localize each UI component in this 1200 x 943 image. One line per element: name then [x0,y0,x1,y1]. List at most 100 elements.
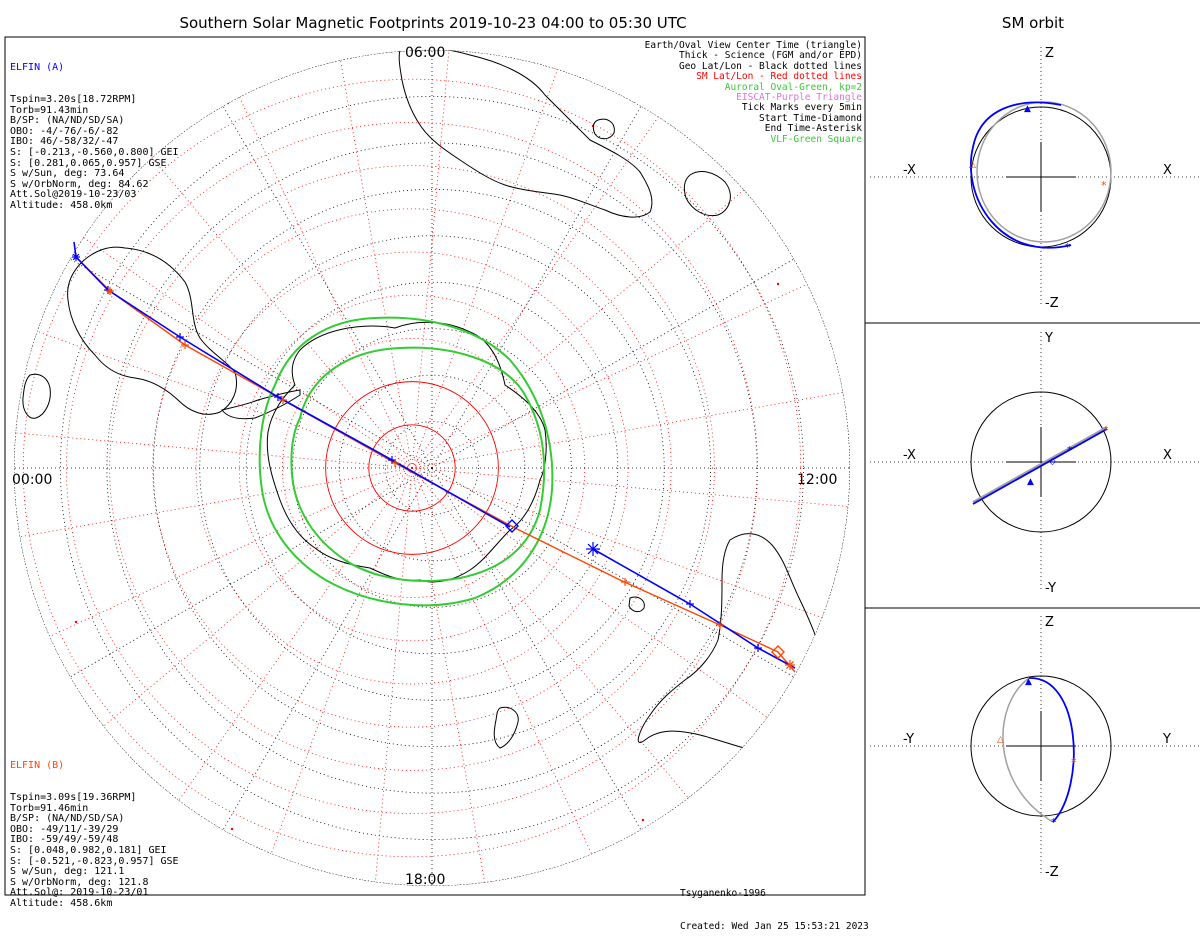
orbit-elfin-a [970,101,1072,249]
auroral-oval-equatorward [258,316,554,607]
sm-lat-ring [368,424,456,512]
legend-line: SM Lat/Lon - Red dotted lines [696,71,862,83]
orbit-label-left: -X [903,448,916,463]
sm-lon-line [411,282,812,469]
madagascar [22,373,51,419]
sm-tick [226,101,230,105]
elfin-b-line: IBO: -59/49/-59/48 [10,834,119,846]
orbit-elfin-a [1028,677,1075,823]
orbit-panel-yz: Z -Z -Y Y * * △ ▲ [870,615,1200,880]
auroral-oval-poleward [290,346,546,582]
elfin-b-line: Att.Sol@: 2019-10-23/01 [10,887,149,899]
sm-lat-ring [66,122,758,814]
orbit-elfin-a [972,428,1108,505]
elfin-a-start-diamond [505,519,519,533]
elfin-a-line: OBO: -4/-76/-6/-82 [10,125,119,137]
sm-lon-line [411,391,846,469]
elfin-b-line: S w/Sun, deg: 121.1 [10,866,125,878]
elfin-a-line: Tspin=3.20s[18.72RPM] [10,93,137,105]
orbit-label-top: Z [1045,615,1054,630]
orbit-label-top: Z [1045,46,1054,61]
orbit-marker: ▲ [1027,477,1034,487]
sm-tick [846,528,850,532]
elfin-b-name: ELFIN (B) [10,760,65,772]
orbit-label-bottom: -Z [1045,296,1059,311]
elfin-a-line: IBO: 46/-58/32/-47 [10,136,119,148]
footer-model: Tsyganenko-1996 [680,888,766,899]
geo-lon-line [431,467,642,831]
geo-lon-line [431,105,642,469]
elfin-a-line: Att.Sol@2019-10-23/03 [10,189,137,201]
falklands [628,596,645,613]
elfin-b-line: B/SP: (NA/ND/SD/SA) [10,813,125,825]
mlt-label-bottom: 18:00 [405,872,445,888]
elfin-b-line: Altitude: 458.6km [10,897,113,909]
elfin-a-info: ELFIN (A) Tspin=3.20s[18.72RPM] Torb=91.4… [10,42,179,222]
elfin-a-line: Torb=91.43min [10,104,89,116]
coastlines [22,50,830,754]
sm-lon-line [226,68,413,469]
orbit-marker: * [1051,816,1057,829]
orbit-panels: Z -Z -X X * * △ ▲ Y -Y -X X * * ◇ ▲ Z -Z -Y Y * * △ ▲ [870,46,1200,880]
south-georgia [493,706,519,749]
orbit-marker: * [1103,424,1109,437]
sm-lon-line [411,467,826,620]
elfin-b-line: Tspin=3.09s[19.36RPM] [10,791,137,803]
orbit-label-bottom: -Z [1045,865,1059,880]
africa-coast [67,246,237,415]
legend-line: Start Time-Diamond [759,112,862,124]
sm-lon-line [411,54,564,469]
sm-lat-ring [152,208,672,728]
sm-lon-line [158,467,413,829]
elfin-a-name: ELFIN (A) [10,62,65,74]
antarctica-coast [266,321,547,583]
geo-lat-ring [60,96,804,840]
elfin-b-info: ELFIN (B) Tspin=3.09s[19.36RPM] Torb=91.4… [10,740,179,920]
orbit-marker: ▲ [1025,677,1032,687]
sm-lon-line [411,467,850,508]
panel-frames [4,36,1200,896]
elfin-b-end-asterisk [107,288,113,294]
elfin-a-track-2 [592,548,796,669]
sm-lat-ring [325,381,499,555]
elfin-b-line: S w/OrbNorm, deg: 121.8 [10,876,149,888]
orbit-marker: * [1071,756,1077,769]
orbit-marker: ◇ [1049,457,1056,467]
legend-line: End Time-Asterisk [764,123,862,135]
orbit-earth-circle [970,675,1112,817]
sm-lon-line [14,467,413,654]
sm-lat-ring [195,251,629,685]
legend-line: EISCAT-Purple Triangle [736,92,862,104]
elfin-a-line: S: [-0.213,-0.560,0.800] GEI [10,146,179,158]
elfin-b-line: OBO: -49/11/-39/29 [10,823,119,835]
elfin-b-line: S: [0.048,0.982,0.181] GEI [10,844,167,856]
orbit-label-bottom: -Y [1045,581,1056,596]
orbit-marker: ▲ [1024,104,1031,114]
sm-lon-line [14,316,413,469]
figure: 06:00 00:00 12:00 18:00 Z -Z -X X * * △ ▲ Y -Y -X X… [4,36,1200,896]
mlt-label-right: 12:00 [797,472,837,488]
elfin-b-line: Torb=91.46min [10,802,89,814]
orbit-elfin-b [1002,677,1054,823]
elfin-b-track [75,256,796,673]
orbit-earth-circle [970,391,1112,533]
sm-lon-line [411,467,489,886]
sm-lon-line [411,50,452,469]
sm-lon-line [14,428,413,469]
geo-lon-line [222,467,433,831]
geo-lat-ring [106,142,758,794]
orbit-elfin-b [976,101,1112,243]
sm-lon-line [411,467,695,806]
elfin-b-line: S: [-0.521,-0.823,0.957] GSE [10,855,179,867]
elfin-a-track [75,256,511,528]
sm-lon-line [74,467,413,751]
legend-line: Geo Lat/Lon - Black dotted lines [678,60,862,72]
orbit-label-right: X [1163,163,1172,178]
legend: Earth/Oval View Center Time (triangle) T… [645,40,862,145]
geo-lon-line [69,258,433,469]
geo-lat-ring [385,421,479,515]
sm-tick [776,282,780,286]
page-title: Southern Solar Magnetic Footprints 2019-… [179,14,687,32]
sm-tick [641,818,645,822]
elfin-b-start-diamond [771,645,785,659]
